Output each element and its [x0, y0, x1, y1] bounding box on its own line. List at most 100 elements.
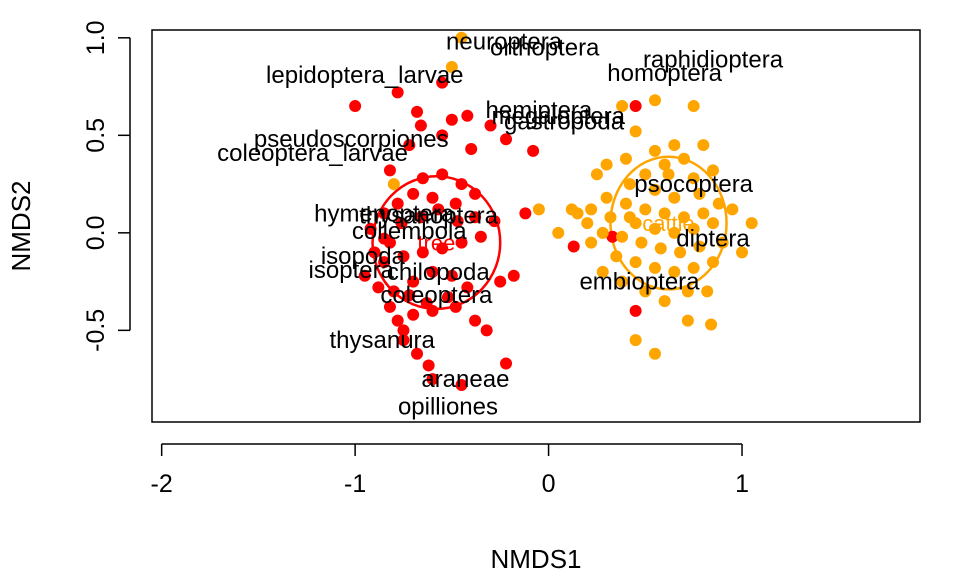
data-point-tree [383, 300, 396, 313]
data-point-cattle [639, 285, 652, 298]
data-point-tree [449, 197, 462, 210]
data-point-tree [407, 275, 420, 288]
species-label-embioptera: embioptera [579, 269, 700, 296]
data-point-tree [436, 129, 449, 142]
x-axis-title: NMDS1 [490, 544, 581, 574]
data-point-cattle [616, 230, 629, 243]
data-point-cattle [648, 261, 661, 274]
data-point-cattle [629, 256, 642, 269]
species-label-raphidioptera: raphidioptera [643, 46, 784, 73]
data-point-tree [461, 281, 474, 294]
data-point-tree [436, 242, 449, 255]
data-point-tree [414, 211, 427, 224]
data-point-cattle [658, 207, 671, 220]
data-point-cattle [619, 197, 632, 210]
x-axis: -2 -1 0 1 [151, 443, 749, 498]
data-point-tree [432, 203, 445, 216]
x-tick-label: 1 [735, 470, 749, 498]
x-tick-label: 0 [542, 470, 556, 498]
data-point-tree [364, 222, 377, 235]
data-point-cattle [600, 191, 613, 204]
data-point-cattle [623, 211, 636, 224]
data-point-tree [494, 275, 507, 288]
data-point-cattle [712, 197, 725, 210]
data-point-cattle [610, 250, 623, 263]
data-point-cattle [387, 178, 400, 191]
data-point-cattle [565, 203, 578, 216]
group-label-tree: tree [417, 231, 455, 256]
data-point-tree [383, 236, 396, 249]
data-point-tree [474, 230, 487, 243]
data-point-cattle [716, 236, 729, 249]
data-point-cattle [629, 334, 642, 347]
data-point-cattle [726, 203, 739, 216]
data-point-cattle [668, 265, 681, 278]
data-point-cattle [585, 203, 598, 216]
y-axis-title: NMDS2 [6, 180, 36, 271]
data-point-tree [629, 100, 642, 113]
data-point-cattle [674, 246, 687, 259]
data-point-cattle [677, 211, 690, 224]
data-point-cattle [639, 168, 652, 181]
x-tick-label: -2 [151, 470, 173, 498]
data-point-cattle [532, 203, 545, 216]
data-point-tree [445, 113, 458, 126]
data-point-tree [403, 289, 416, 302]
species-label-collembola: collembola [352, 218, 467, 245]
species-label-coleoptera: coleoptera [380, 282, 493, 309]
data-point-cattle [658, 295, 671, 308]
data-point-cattle [445, 61, 458, 74]
data-point-cattle [681, 314, 694, 327]
data-point-tree [426, 304, 439, 317]
data-point-cattle [662, 168, 675, 181]
data-point-tree [397, 250, 410, 263]
data-point-cattle [705, 318, 718, 331]
data-point-tree [426, 191, 439, 204]
y-tick-label: 0.0 [82, 215, 110, 250]
data-point-tree [567, 240, 580, 253]
data-point-tree [426, 265, 439, 278]
data-point-cattle [590, 168, 603, 181]
data-point-tree [383, 164, 396, 177]
data-point-tree [436, 168, 449, 181]
data-point-tree [469, 187, 482, 200]
species-label-hemiptera: hemiptera [486, 97, 593, 124]
data-point-tree [449, 300, 462, 313]
data-point-cattle [697, 139, 710, 152]
data-point-tree [416, 246, 429, 259]
species-label-araneae: araneae [421, 366, 509, 393]
data-point-tree [451, 215, 464, 228]
data-point-tree [407, 308, 420, 321]
data-point-tree [411, 347, 424, 360]
data-point-cattle [648, 183, 661, 196]
data-point-tree [422, 359, 435, 372]
data-point-cattle [687, 100, 700, 113]
data-point-tree [469, 211, 482, 224]
data-points [349, 31, 758, 391]
data-point-tree [358, 269, 371, 282]
data-point-tree [407, 187, 420, 200]
species-label-thysanoptera: thysanoptera [359, 202, 498, 229]
data-point-cattle [668, 139, 681, 152]
group-centroid-labels: tree cattle [417, 211, 694, 256]
data-point-tree [469, 314, 482, 327]
data-point-tree [455, 236, 468, 249]
y-tick-label: 0.5 [82, 118, 110, 153]
data-point-tree [372, 281, 385, 294]
data-point-cattle [581, 217, 594, 230]
data-point-tree [391, 314, 404, 327]
species-label-pseudoscorpiones: pseudoscorpiones [254, 126, 449, 153]
data-point-cattle [707, 256, 720, 269]
data-point-cattle [654, 242, 667, 255]
data-point-tree [368, 246, 381, 259]
data-point-cattle [648, 222, 661, 235]
data-point-cattle [635, 236, 648, 249]
data-point-tree [461, 109, 474, 122]
species-label-diptera: diptera [676, 226, 750, 253]
y-tick-label: 1.0 [82, 20, 110, 55]
species-label-hymenoptera: hymenoptera [314, 200, 455, 227]
data-point-cattle [697, 207, 710, 220]
